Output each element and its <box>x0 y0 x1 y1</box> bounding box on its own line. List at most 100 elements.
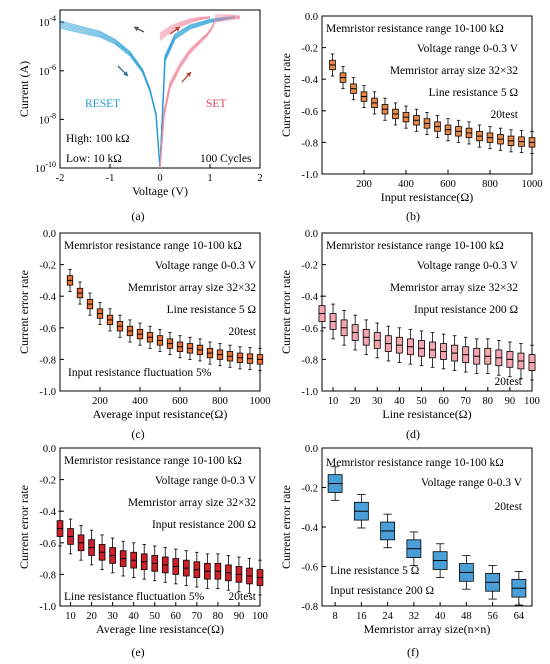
panel-d-ytick-label: -0.8 <box>301 355 318 366</box>
panel-c-ytick-label: -0.4 <box>39 292 56 303</box>
panel-a-arrow-set-head <box>186 72 191 77</box>
panel-e-ytick-label: -0.6 <box>39 539 56 550</box>
panel-f-xtick-label: 40 <box>435 611 446 622</box>
panel-a-series-1-line <box>159 17 236 169</box>
panel-f-annotation: Input resistance 200 Ω <box>330 585 434 597</box>
panel-b-xtick-label: 200 <box>356 179 372 190</box>
panel-c-xtick-label: 600 <box>172 396 188 407</box>
panel-c-xtick-label: 200 <box>92 396 108 407</box>
panel-b-xtick-label: 600 <box>440 179 456 190</box>
panel-a-series-1-line <box>159 17 236 169</box>
panel-f-xtick-label: 8 <box>333 611 338 622</box>
panel-a-series-3-line <box>214 16 241 20</box>
panel-a-xlabel: Voltage (V) <box>132 184 188 198</box>
panel-d-annotation: Memristor array size 32×32 <box>390 282 518 294</box>
panel-letter-c: (c) <box>131 427 144 441</box>
panel-a-low-label: Low: 10 kΩ <box>66 153 122 165</box>
panel-e-xtick-label: 30 <box>107 611 118 622</box>
panel-c-ytick-label: -1.0 <box>39 387 56 398</box>
panel-d-xtick-label: 30 <box>372 396 383 407</box>
panel-a-high-label: High: 100 kΩ <box>66 133 130 145</box>
panel-d-xtick-label: 80 <box>483 396 494 407</box>
panel-b-xlabel: Input resistance(Ω) <box>381 190 474 204</box>
panel-f-annotation: Memristor resistance range 10-100 kΩ <box>326 457 504 469</box>
panel-f: 0.0 -0.2 -0.4 -0.6 -0.8 8 16 24 32 40 48 56 64 Memris… <box>279 444 533 636</box>
panel-c-annotation: Line resistance 5 Ω <box>167 304 256 316</box>
panel-a-xtick-label: 2 <box>257 173 262 184</box>
panel-a-series-3-line <box>214 17 241 23</box>
panel-e-xlabel: Average line resistance(Ω) <box>96 622 224 636</box>
panel-e-ytick-label: 0.0 <box>43 444 56 455</box>
panel-d-ylabel: Current error rate <box>279 270 293 354</box>
panel-a-series-3-line <box>214 15 241 18</box>
panel-b-xtick-label: 800 <box>482 179 498 190</box>
panel-b-annotation: Memristor array size 32×32 <box>390 65 518 77</box>
panel-letter-a: (a) <box>131 209 144 223</box>
panel-f-ytick-label: 0.0 <box>305 444 318 455</box>
panel-b: 0.0 -0.2 -0.4 -0.6 -0.8 -1.0 200 400 600 800 1000 I… <box>279 12 543 204</box>
panel-e-xtick-label: 70 <box>192 611 203 622</box>
panel-d-xlabel: Line resistance(Ω) <box>382 407 471 421</box>
panel-a-series-3-line <box>215 14 241 17</box>
panel-b-ytick-label: -0.2 <box>301 44 318 55</box>
panel-d-ytick-label: -0.2 <box>301 261 318 272</box>
panel-a-xtick-label: 0 <box>157 173 162 184</box>
panel-letter-d: (d) <box>406 427 420 441</box>
panel-c-xtick-label: 1000 <box>250 396 271 407</box>
panel-e-xtick-label: 40 <box>128 611 139 622</box>
panel-b-ytick-label: -1.0 <box>301 170 318 181</box>
panel-e-annotation: Memristor array size 32×32 <box>128 497 256 509</box>
panel-letter-f: (f) <box>407 645 419 659</box>
panel-a-arrow-reset-head <box>123 71 128 76</box>
panel-e-annotation: Memristor resistance range 10-100 kΩ <box>64 455 242 467</box>
panel-f-ytick-label: -0.2 <box>301 484 318 495</box>
panel-c-ytick-label: -0.8 <box>39 355 56 366</box>
panel-f-xtick-label: 32 <box>409 611 420 622</box>
panel-d-ytick-label: -0.6 <box>301 324 318 335</box>
panel-a-series-1-line <box>159 16 236 169</box>
panel-e: 0.0 -0.2 -0.4 -0.6 -0.8 -1.0 10 20 30 40 50 60 70 80 9… <box>17 444 268 636</box>
panel-a-series-0-line <box>59 21 161 169</box>
panel-a-xtick-label: -2 <box>56 173 65 184</box>
panel-d: 0.0 -0.2 -0.4 -0.6 -0.8 -1.0 10 20 30 40 50 60 70 80 9… <box>279 229 540 421</box>
panel-f-xlabel: Memristor array size(n×n) <box>364 622 491 636</box>
panel-e-ytick-label: -0.8 <box>39 570 56 581</box>
panel-a-series-0-line <box>59 20 161 169</box>
panel-e-xtick-label: 50 <box>149 611 160 622</box>
panel-b-ytick-label: 0.0 <box>305 12 318 23</box>
panel-e-annotation: Input resistance 200 Ω <box>152 519 256 531</box>
panel-f-xtick-label: 48 <box>461 611 472 622</box>
panel-d-xtick-label: 60 <box>438 396 449 407</box>
panel-b-annotation: Line resistance 5 Ω <box>429 87 518 99</box>
panel-e-xtick-label: 20 <box>86 611 97 622</box>
panel-a-arrow-reset-top-head <box>134 26 139 32</box>
panel-c-annotation: Voltage range 0-0.3 V <box>155 260 257 272</box>
panel-c-ytick-label: 0.0 <box>43 229 56 240</box>
panel-d-annotation: Memristor resistance range 10-100 kΩ <box>326 240 504 252</box>
panel-b-annotation: Voltage range 0-0.3 V <box>417 43 519 55</box>
panel-a-ylabel: Current (A) <box>17 61 31 117</box>
panel-a-series-1-line <box>159 16 236 169</box>
panel-c-frame <box>59 232 261 392</box>
panel-d-xtick-label: 100 <box>524 396 540 407</box>
panel-f-frame <box>321 447 533 607</box>
panel-letter-b: (b) <box>406 209 420 223</box>
panel-f-xtick-label: 56 <box>487 611 498 622</box>
panel-a-series-0-line <box>59 23 161 169</box>
panel-c-annotation: Memristor array size 32×32 <box>128 282 256 294</box>
panel-f-annotation: Voltage range 0-0.3 V <box>421 477 523 489</box>
panel-f-ytick-label: -0.6 <box>301 563 318 574</box>
panel-b-ylabel: Current error rate <box>279 53 293 137</box>
panel-captions: (a) (b) (c) (d) (e) (f) <box>131 209 420 659</box>
panel-e-xtick-label: 90 <box>234 611 245 622</box>
panel-a-xtick-label: 1 <box>207 173 212 184</box>
panel-e-annotation: Voltage range 0-0.3 V <box>155 475 257 487</box>
panel-d-xtick-label: 50 <box>416 396 427 407</box>
panel-f-ytick-label: -0.8 <box>301 602 318 613</box>
panel-d-xtick-label: 40 <box>394 396 405 407</box>
panel-f-annotation: Line resistance 5 Ω <box>330 565 419 577</box>
panel-e-xtick-label: 60 <box>171 611 182 622</box>
panel-c-xtick-label: 800 <box>212 396 228 407</box>
panel-e-ylabel: Current error rate <box>17 485 31 569</box>
panel-a-ytick-label: 10-4 <box>39 14 56 29</box>
